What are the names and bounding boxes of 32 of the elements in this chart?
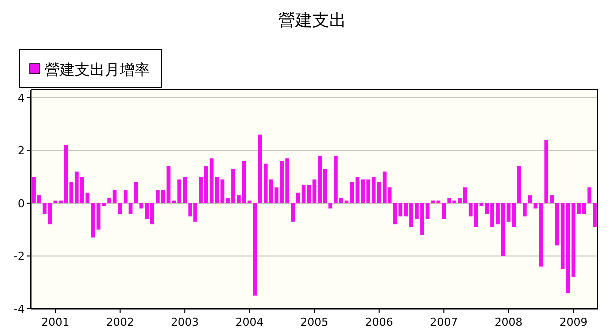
bar [593,203,597,228]
y-tick-label: 2 [18,144,25,158]
y-tick-label: 0 [18,197,25,210]
bar [518,166,522,204]
bar [291,203,295,222]
x-tick-label: 2004 [236,316,264,329]
bar [572,203,576,278]
x-tick-label: 2008 [494,316,523,329]
legend-label: 營建支出月增率 [45,61,150,79]
bar [442,203,446,220]
x-tick-label: 2001 [42,316,70,329]
chart-title: 營建支出 [278,11,346,31]
bar [124,190,128,204]
y-tick-label: -4 [14,303,25,316]
y-tick-label: -2 [14,250,25,264]
bar [588,188,592,204]
bar [253,203,258,296]
bar [523,203,527,217]
x-tick-label: 2006 [365,316,394,329]
bar [350,182,354,204]
y-tick-label: 4 [18,92,25,105]
x-tick-label: 2002 [106,316,134,329]
x-tick-label: 2003 [171,316,200,329]
bar [134,182,138,204]
bar [128,203,133,214]
x-tick-label: 2005 [300,316,329,329]
x-tick-label: 2007 [430,316,458,329]
bar [328,203,333,209]
bar [528,196,532,204]
bar [91,203,96,238]
x-tick-label: 2009 [560,316,588,329]
bar [118,203,122,214]
